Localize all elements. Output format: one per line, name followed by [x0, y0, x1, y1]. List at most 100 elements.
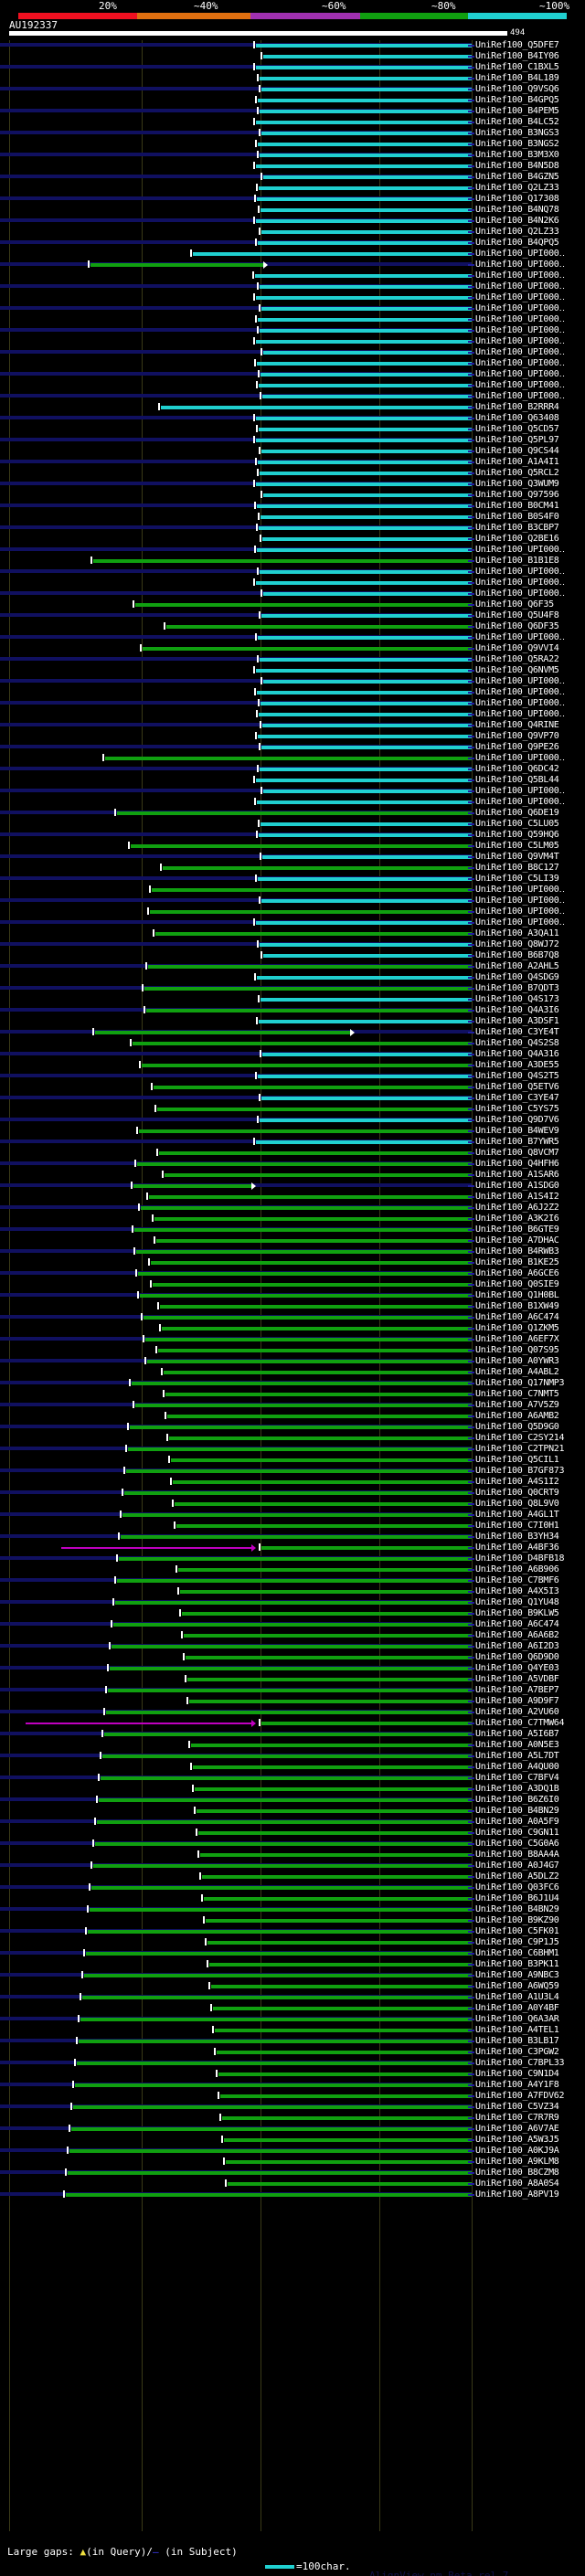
hit-row[interactable]: UniRef100_Q9VM4T	[0, 852, 585, 863]
hit-row[interactable]: UniRef100_A1SDG0	[0, 1181, 585, 1192]
hit-row[interactable]: UniRef100_B8AA4A	[0, 1850, 585, 1860]
hit-label[interactable]: UniRef100_A5VDBF	[475, 1674, 559, 1684]
hit-label[interactable]: UniRef100_UPI000‥	[475, 314, 565, 324]
hit-label[interactable]: UniRef100_C7BMF6	[475, 1575, 559, 1585]
hit-row[interactable]: UniRef100_A7FDV62	[0, 2091, 585, 2102]
hit-row[interactable]: UniRef100_A0Y4BF	[0, 2003, 585, 2014]
hit-label[interactable]: UniRef100_B4QPQ5	[475, 238, 559, 248]
hit-label[interactable]: UniRef100_B4N5D8	[475, 161, 559, 171]
hit-label[interactable]: UniRef100_B6J1U4	[475, 1893, 559, 1903]
hit-row[interactable]: UniRef100_A7DHAC	[0, 1235, 585, 1246]
hit-label[interactable]: UniRef100_UPI000‥	[475, 687, 565, 697]
hit-row[interactable]: UniRef100_Q8L9V0	[0, 1499, 585, 1510]
hit-label[interactable]: UniRef100_A1U3L4	[475, 1992, 559, 2002]
hit-label[interactable]: UniRef100_Q9VVI4	[475, 643, 559, 653]
hit-row[interactable]: UniRef100_Q07S95	[0, 1345, 585, 1356]
hit-label[interactable]: UniRef100_C9N1D4	[475, 2069, 559, 2079]
hit-label[interactable]: UniRef100_UPI000‥	[475, 380, 565, 390]
hit-label[interactable]: UniRef100_C5G0A6	[475, 1839, 559, 1849]
hit-label[interactable]: UniRef100_A9KLM8	[475, 2157, 559, 2167]
hit-label[interactable]: UniRef100_C5FK01	[475, 1926, 559, 1936]
hit-row[interactable]: UniRef100_UPI000‥	[0, 687, 585, 698]
hit-row[interactable]: UniRef100_UPI000‥	[0, 906, 585, 917]
hit-row[interactable]: UniRef100_UPI000‥	[0, 336, 585, 347]
hit-row[interactable]: UniRef100_UPI000‥	[0, 709, 585, 720]
hit-label[interactable]: UniRef100_B6B7Q8	[475, 950, 559, 960]
hit-label[interactable]: UniRef100_A0YWR3	[475, 1356, 559, 1366]
hit-label[interactable]: UniRef100_Q5BL44	[475, 775, 559, 785]
hit-label[interactable]: UniRef100_C7I0H1	[475, 1521, 559, 1531]
hit-label[interactable]: UniRef100_UPI000‥	[475, 567, 565, 577]
hit-row[interactable]: UniRef100_Q9D7V6	[0, 1115, 585, 1126]
hit-label[interactable]: UniRef100_Q5CD57	[475, 424, 559, 434]
hit-row[interactable]: UniRef100_A4TEL1	[0, 2025, 585, 2036]
hit-label[interactable]: UniRef100_B3CBP7	[475, 523, 559, 533]
hit-label[interactable]: UniRef100_A6WQ59	[475, 1981, 559, 1991]
hit-label[interactable]: UniRef100_C2TPN21	[475, 1444, 565, 1454]
hit-label[interactable]: UniRef100_UPI000‥	[475, 303, 565, 313]
hit-row[interactable]: UniRef100_C5G0A6	[0, 1839, 585, 1850]
hit-label[interactable]: UniRef100_Q4A316	[475, 1049, 559, 1059]
hit-row[interactable]: UniRef100_Q1YU48	[0, 1597, 585, 1608]
hit-row[interactable]: UniRef100_A7BEP7	[0, 1685, 585, 1696]
hit-row[interactable]: UniRef100_Q2LZ33	[0, 227, 585, 238]
hit-label[interactable]: UniRef100_A6GCE6	[475, 1268, 559, 1278]
hit-row[interactable]: UniRef100_A6B906	[0, 1564, 585, 1575]
hit-label[interactable]: UniRef100_UPI000‥	[475, 698, 565, 708]
hit-row[interactable]: UniRef100_B3PK11	[0, 1959, 585, 1970]
hit-label[interactable]: UniRef100_A6I2D3	[475, 1641, 559, 1651]
hit-label[interactable]: UniRef100_Q2LZ33	[475, 227, 559, 237]
hit-label[interactable]: UniRef100_A6J2Z2	[475, 1203, 559, 1213]
hit-label[interactable]: UniRef100_Q3WUM9	[475, 479, 559, 489]
hit-label[interactable]: UniRef100_A0A5F9	[475, 1817, 559, 1827]
hit-row[interactable]: UniRef100_A6J2Z2	[0, 1203, 585, 1214]
hit-label[interactable]: UniRef100_A6A6B2	[475, 1630, 559, 1640]
hit-row[interactable]: UniRef100_UPI000‥	[0, 347, 585, 358]
hit-row[interactable]: UniRef100_B8C127	[0, 863, 585, 874]
hit-row[interactable]: UniRef100_Q8VCM7	[0, 1148, 585, 1159]
hit-row[interactable]: UniRef100_Q4YE03	[0, 1663, 585, 1674]
hit-row[interactable]: UniRef100_B4N2K6	[0, 216, 585, 227]
hit-label[interactable]: UniRef100_Q8WJ72	[475, 939, 559, 949]
hit-row[interactable]: UniRef100_UPI000‥	[0, 588, 585, 599]
hit-row[interactable]: UniRef100_UPI000‥	[0, 545, 585, 556]
hit-label[interactable]: UniRef100_Q5CIL1	[475, 1455, 559, 1465]
hit-row[interactable]: UniRef100_A0KJ9A	[0, 2146, 585, 2157]
hit-row[interactable]: UniRef100_UPI000‥	[0, 314, 585, 325]
hit-row[interactable]: UniRef100_Q63408	[0, 413, 585, 424]
hit-label[interactable]: UniRef100_C7BFV4	[475, 1773, 559, 1783]
hit-label[interactable]: UniRef100_A8A0S4	[475, 2178, 559, 2189]
hit-row[interactable]: UniRef100_Q9PE26	[0, 742, 585, 753]
hit-label[interactable]: UniRef100_A1SDG0	[475, 1181, 559, 1191]
hit-row[interactable]: UniRef100_B3LB17	[0, 2036, 585, 2047]
hit-row[interactable]: UniRef100_Q5CD57	[0, 424, 585, 435]
hit-label[interactable]: UniRef100_C2SY214	[475, 1433, 565, 1443]
hit-row[interactable]: UniRef100_Q4S2S8	[0, 1038, 585, 1049]
hit-label[interactable]: UniRef100_B1KE25	[475, 1257, 559, 1267]
hit-row[interactable]: UniRef100_A3QA11	[0, 928, 585, 939]
hit-row[interactable]: UniRef100_C5LM05	[0, 841, 585, 852]
hit-row[interactable]: UniRef100_C3PGW2	[0, 2047, 585, 2058]
hit-label[interactable]: UniRef100_UPI000‥	[475, 896, 565, 906]
hit-label[interactable]: UniRef100_UPI000‥	[475, 676, 565, 686]
hit-row[interactable]: UniRef100_B3CBP7	[0, 523, 585, 534]
hit-label[interactable]: UniRef100_A6AMB2	[475, 1411, 559, 1421]
hit-label[interactable]: UniRef100_B1B1E8	[475, 556, 559, 566]
hit-row[interactable]: UniRef100_UPI000‥	[0, 917, 585, 928]
hit-row[interactable]: UniRef100_B6Z6I0	[0, 1795, 585, 1806]
hit-label[interactable]: UniRef100_A0J4G7	[475, 1860, 559, 1871]
hit-label[interactable]: UniRef100_B3NGS3	[475, 128, 559, 138]
hit-row[interactable]: UniRef100_UPI000‥	[0, 380, 585, 391]
hit-label[interactable]: UniRef100_B7YWR5	[475, 1137, 559, 1147]
hit-row[interactable]: UniRef100_A6AMB2	[0, 1411, 585, 1422]
hit-row[interactable]: UniRef100_Q6A3AR	[0, 2014, 585, 2025]
hit-label[interactable]: UniRef100_UPI000‥	[475, 709, 565, 719]
hit-row[interactable]: UniRef100_B4BN29	[0, 1806, 585, 1817]
hit-row[interactable]: UniRef100_UPI000‥	[0, 369, 585, 380]
hit-row[interactable]: UniRef100_Q6DC42	[0, 764, 585, 775]
hit-label[interactable]: UniRef100_B0S4F0	[475, 512, 559, 522]
hit-row[interactable]: UniRef100_A6C474	[0, 1619, 585, 1630]
hit-row[interactable]: UniRef100_B4BN29	[0, 1904, 585, 1915]
hit-label[interactable]: UniRef100_Q5U4F8	[475, 610, 559, 620]
hit-row[interactable]: UniRef100_A1SAR6	[0, 1170, 585, 1181]
